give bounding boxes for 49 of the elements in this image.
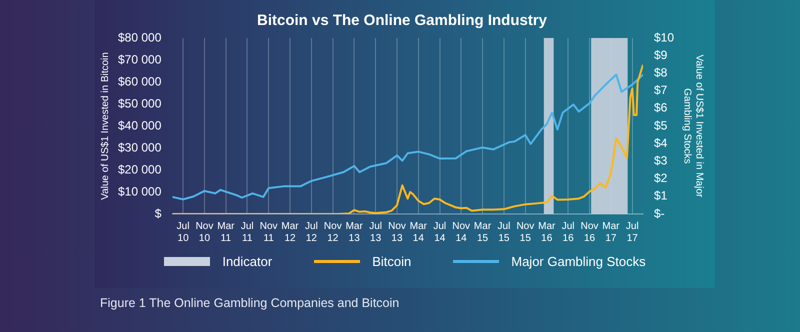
x-tick-label: Mar 17 — [602, 220, 620, 244]
y2-tick-label: $4 — [654, 136, 668, 150]
x-tick-label: Jul 10 — [176, 220, 190, 244]
x-tick-label: Jul 14 — [433, 220, 446, 244]
x-tick-label: Mar 11 — [217, 220, 236, 244]
y2-tick-label: $- — [654, 206, 665, 220]
y-axis-title: Value of US$1 Invested in Bitcoin — [100, 52, 111, 200]
caption: Figure 1 The Online Gambling Companies and Bitcoin — [100, 296, 400, 310]
y-tick-label: $80 000 — [118, 30, 162, 44]
x-tick-label: Jul 17 — [626, 220, 639, 244]
y2-tick-label: $8 — [654, 66, 668, 80]
legend-label: Bitcoin — [372, 254, 412, 269]
y-tick-label: $ — [154, 206, 162, 220]
x-tick-label: Jul 12 — [305, 220, 318, 244]
chart-title: Bitcoin vs The Online Gambling Industry — [256, 12, 548, 30]
x-tick-label: Mar 13 — [346, 220, 364, 244]
x-tick-label: Jul 15 — [498, 220, 510, 244]
x-tick-label: Nov 13 — [388, 220, 406, 244]
x-tick-label: Mar 14 — [410, 220, 428, 244]
y2-tick-label: $7 — [654, 83, 668, 98]
x-tick-label: Mar 12 — [281, 220, 300, 244]
x-tick-label: Mar 16 — [538, 220, 556, 244]
x-tick-label: Mar 15 — [474, 220, 492, 244]
legend-label: Indicator — [222, 254, 272, 269]
x-tick-label: Jul 16 — [562, 220, 575, 244]
x-tick-label: Nov 15 — [516, 220, 534, 244]
x-tick-label: Jul 13 — [369, 220, 382, 244]
y-tick-label: $20 000 — [118, 162, 162, 176]
y2-tick-label: $5 — [654, 118, 668, 132]
x-tick-label: Nov 11 — [260, 220, 278, 244]
y-tick-label: $30 000 — [118, 140, 162, 154]
y2-tick-label: $2 — [654, 171, 668, 186]
x-tick-label: Nov 16 — [580, 220, 598, 244]
x-tick-label: Nov 10 — [196, 220, 214, 244]
y2-axis-title: Value of US$1 Invested in Major Gambling Stocks — [681, 54, 704, 198]
y2-tick-label: $1 — [654, 188, 668, 203]
y2-tick-label: $3 — [654, 154, 668, 168]
y2-tick-label: $10 — [654, 30, 674, 44]
y2-tick-label: $9 — [654, 48, 668, 62]
y2-tick-label: $6 — [654, 100, 668, 115]
y-tick-label: $40 000 — [118, 118, 162, 132]
x-tick-label: Jul 11 — [240, 220, 254, 244]
x-tick-label: Nov 14 — [452, 220, 470, 244]
y-tick-label: $10 000 — [118, 184, 162, 198]
y-tick-label: $60 000 — [118, 74, 162, 88]
legend-label: Major Gambling Stocks — [511, 254, 646, 269]
y-tick-label: $50 000 — [118, 96, 162, 110]
x-tick-label: Nov 12 — [324, 220, 342, 244]
y-tick-label: $70 000 — [118, 52, 162, 66]
